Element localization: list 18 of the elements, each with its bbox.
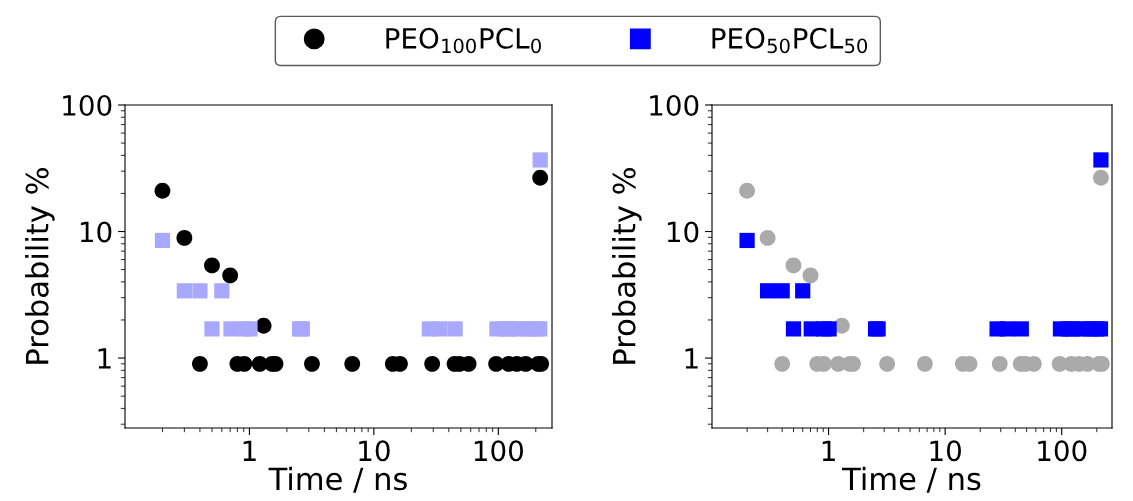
x-tick-label: 1 xyxy=(822,440,835,461)
y-tick-label: 100 xyxy=(63,94,112,116)
y-tick-label: 10 xyxy=(667,221,699,243)
x-axis-title: Time / ns xyxy=(842,466,981,493)
legend-label: PEO$_{100}$PCL$_{0}$ xyxy=(386,27,541,54)
y-tick-label: 1 xyxy=(98,348,111,369)
y-tick-label: 1 xyxy=(685,348,698,369)
y-axis-title: Probability % xyxy=(25,168,55,364)
x-tick-label: 1 xyxy=(243,440,256,461)
x-tick-label: 10 xyxy=(359,440,390,462)
y-axis-title: Probability % xyxy=(612,168,642,364)
x-tick-label: 100 xyxy=(1038,440,1087,462)
x-tick-label: 100 xyxy=(474,440,523,462)
legend-label: PEO$_{50}$PCL$_{50}$ xyxy=(712,27,868,54)
y-tick-label: 100 xyxy=(650,94,699,116)
y-tick-label: 10 xyxy=(80,221,112,243)
x-axis-title: Time / ns xyxy=(268,466,407,493)
x-tick-label: 10 xyxy=(930,440,961,462)
